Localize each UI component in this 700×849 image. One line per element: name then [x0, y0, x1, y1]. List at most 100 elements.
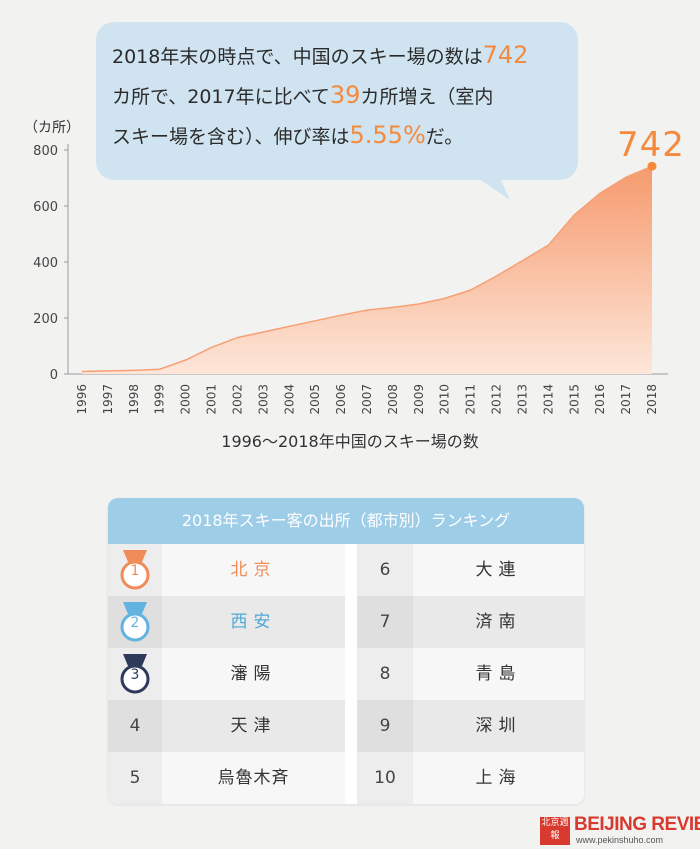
rank-number-text: 6: [379, 560, 391, 580]
medal-icon: [120, 602, 150, 642]
medal-icon: [120, 550, 150, 590]
city-name: 天津: [230, 716, 277, 736]
y-tick-label: 200: [33, 312, 58, 327]
ranking-row: 2 西安 7 済南: [108, 596, 584, 648]
rank-number: 6: [357, 544, 413, 596]
city-name: 青島: [475, 664, 522, 684]
rank-city: 青島: [413, 648, 584, 700]
cell-background: [413, 544, 584, 596]
rank-city: 西安: [162, 596, 345, 648]
highlight-count: 742: [482, 41, 529, 69]
rank-city: 天津: [162, 700, 345, 752]
bubble-text: 2018年末の時点で、中国のスキー場の数は: [112, 46, 483, 68]
city-name: 済南: [475, 612, 522, 632]
x-tick-label: 2012: [490, 384, 504, 415]
city-name: 烏魯木斉: [217, 768, 290, 788]
y-tick-label: 0: [50, 368, 58, 383]
x-tick-label: 2017: [619, 384, 633, 415]
rank-number-text: 10: [374, 768, 396, 788]
cell-background: [357, 596, 413, 648]
x-tick-label: 2016: [593, 384, 607, 415]
x-tick-label: 1996: [75, 384, 89, 415]
x-tick-label: 2006: [334, 384, 348, 415]
y-tick-label: 800: [33, 144, 58, 159]
ranking-row: 1 北京 6 大連: [108, 544, 584, 596]
rank-city: 大連: [413, 544, 584, 596]
y-axis: 0 200 400 600 800: [33, 144, 69, 383]
cell-background: [413, 752, 584, 804]
column-divider: [345, 544, 357, 804]
logo-url: www.pekinshuho.com: [576, 835, 664, 845]
logo-seal: 北京週報: [540, 817, 570, 845]
cell-background: [357, 700, 413, 752]
x-tick-label: 2004: [282, 384, 296, 415]
bubble-line-1: 2018年末の時点で、中国のスキー場の数は742: [112, 36, 562, 76]
medal-rank-number: 2: [130, 615, 140, 631]
cell-background: [413, 700, 584, 752]
rank-number-text: 5: [129, 768, 141, 788]
chart-title: 1996～2018年中国のスキー場の数: [221, 432, 479, 451]
cell-background: [162, 752, 345, 804]
rank-number-text: 8: [379, 664, 391, 684]
rank-city: 上海: [413, 752, 584, 804]
x-tick-label: 2001: [205, 384, 219, 415]
x-tick-label: 2003: [256, 384, 270, 415]
x-tick-label: 2014: [541, 384, 555, 415]
cell-background: [357, 544, 413, 596]
cell-background: [357, 752, 413, 804]
ranking-row: 3 瀋陽 8 青島: [108, 648, 584, 700]
bubble-text: スキー場を含む）、伸び率は: [112, 126, 350, 148]
x-tick-label: 2010: [438, 384, 452, 415]
rank-number: 1: [108, 544, 162, 596]
bubble-text: カ所増え（室内: [360, 86, 494, 108]
y-tick-label: 400: [33, 256, 58, 271]
city-name: 深圳: [475, 716, 522, 736]
cell-background: [413, 596, 584, 648]
rank-number-text: 9: [379, 716, 391, 736]
x-tick-label: 2015: [567, 384, 581, 415]
rank-number-text: 7: [379, 612, 391, 632]
x-tick-label: 2002: [230, 384, 244, 415]
city-name: 上海: [475, 768, 522, 788]
ranking-row: 4 天津 9 深圳: [108, 700, 584, 752]
x-tick-label: 2011: [464, 384, 478, 415]
rank-city: 深圳: [413, 700, 584, 752]
rank-city: 北京: [162, 544, 345, 596]
cell-background: [108, 700, 162, 752]
latest-value-callout: 742: [617, 125, 685, 165]
x-tick-label: 2008: [386, 384, 400, 415]
rank-city: 済南: [413, 596, 584, 648]
x-tick-label: 1999: [153, 384, 167, 415]
ranking-row: 5 烏魯木斉 10 上海: [108, 752, 584, 804]
y-axis-unit: （カ所）: [24, 120, 80, 136]
area-fill: [82, 166, 652, 374]
city-name: 北京: [230, 560, 277, 580]
medal-rank-number: 1: [130, 563, 140, 579]
medal-icon: [120, 654, 150, 694]
rank-city: 烏魯木斉: [162, 752, 345, 804]
x-tick-label: 2018: [645, 384, 659, 415]
rank-number: 3: [108, 648, 162, 700]
x-tick-label: 1997: [101, 384, 115, 415]
bubble-text: だ。: [425, 126, 464, 148]
bubble-text: カ所で、2017年に比べて: [112, 86, 330, 108]
y-tick-label: 600: [33, 200, 58, 215]
cell-background: [162, 596, 345, 648]
cell-background: [108, 752, 162, 804]
bubble-line-3: スキー場を含む）、伸び率は5.55%だ。: [112, 116, 562, 156]
x-tick-label: 2013: [515, 384, 529, 415]
x-tick-label: 1998: [127, 384, 141, 415]
bubble-line-2: カ所で、2017年に比べて39カ所増え（室内: [112, 76, 562, 116]
x-tick-label: 2007: [360, 384, 374, 415]
city-name: 西安: [230, 612, 277, 632]
highlight-growth-rate: 5.55%: [349, 121, 426, 149]
rank-number: 4: [108, 700, 162, 752]
cell-background: [357, 648, 413, 700]
cell-background: [162, 648, 345, 700]
logo-brand: BEIJING REVIEW: [574, 814, 700, 835]
medal-rank-number: 3: [130, 667, 140, 683]
series-line: [81, 165, 653, 373]
cell-background: [162, 700, 345, 752]
data-points: [647, 161, 657, 171]
